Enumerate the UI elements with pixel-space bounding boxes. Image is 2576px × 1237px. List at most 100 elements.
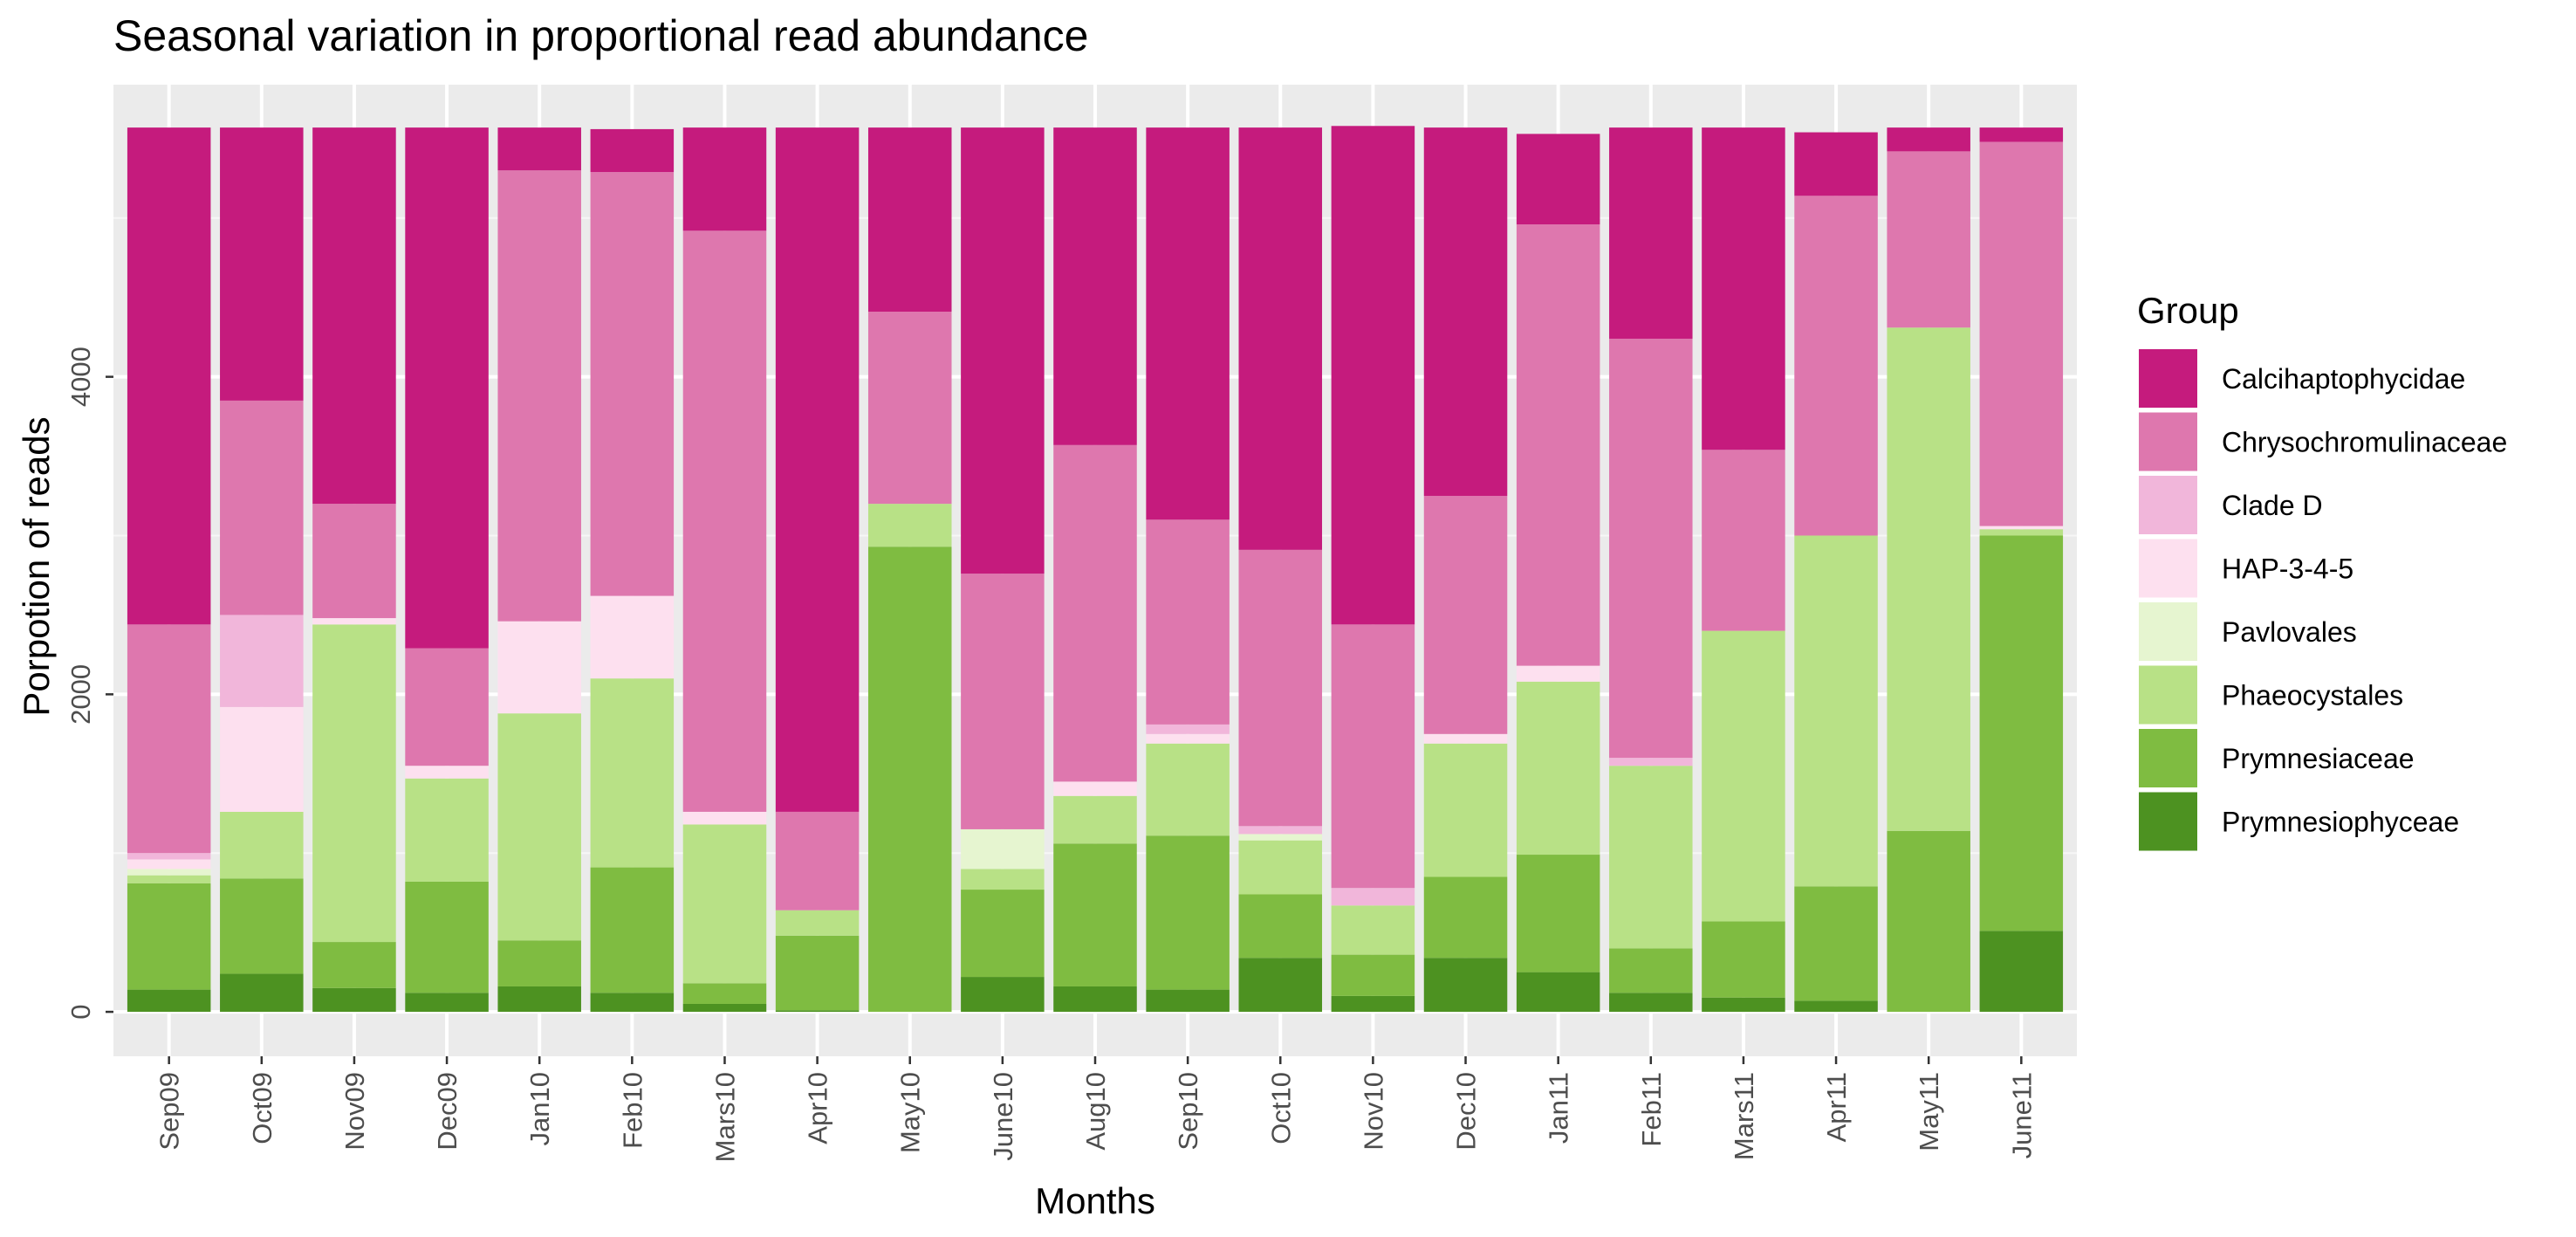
bar-segment (1238, 840, 1323, 895)
bar-segment (961, 869, 1045, 890)
bar-segment (1979, 127, 2064, 142)
bar-segment (1516, 681, 1600, 856)
bar-segment (497, 986, 581, 1013)
bar-segment (1516, 855, 1600, 972)
bar-segment (1702, 921, 1785, 998)
bar-segment (682, 1003, 767, 1013)
bar-segment (1331, 905, 1415, 955)
x-axis-title: Months (1035, 1180, 1155, 1221)
bar-segment (1887, 327, 1970, 831)
bar-segment (1979, 526, 2064, 530)
bar-segment (1331, 995, 1415, 1013)
bar-segment (1146, 989, 1230, 1013)
bar-segment (1331, 954, 1415, 996)
x-axis: Sep09 Oct09 Nov09 Dec09 Jan10 Feb10 Mars10 Apr1… (154, 1056, 2037, 1162)
bar-segment (127, 875, 211, 883)
x-tick-label: June10 (988, 1072, 1018, 1161)
bar-segment (590, 172, 675, 596)
x-tick-label: Dec10 (1451, 1072, 1482, 1151)
x-tick-label: Feb11 (1636, 1072, 1667, 1147)
bar-segment (775, 935, 860, 1011)
x-tick-label: Nov10 (1358, 1072, 1388, 1151)
bar-segment (1423, 496, 1508, 734)
legend-label: Calcihaptophycidae (2222, 363, 2465, 395)
bar-segment (312, 618, 396, 625)
bar-segment (1609, 766, 1693, 949)
bar-segment (867, 127, 952, 313)
legend-swatch (2139, 476, 2197, 534)
legend-label: HAP-3-4-5 (2222, 553, 2353, 585)
x-tick-label: June11 (2006, 1072, 2037, 1158)
bar-segment (1238, 826, 1323, 835)
y-tick-label: 0 (65, 1004, 96, 1019)
bar-segment (961, 828, 1045, 869)
bar-segment (127, 624, 211, 854)
bar-segment (1146, 724, 1230, 734)
x-tick-label: May10 (895, 1072, 926, 1153)
y-tick-label: 2000 (65, 664, 96, 725)
x-tick-label: Jan10 (524, 1072, 555, 1145)
bar-segment (1423, 958, 1508, 1013)
legend-swatch (2139, 665, 2197, 725)
bar-segment (312, 127, 396, 505)
bar-segment (1887, 127, 1970, 152)
bar-segment (1609, 338, 1693, 759)
y-axis-title: Porpotion of reads (16, 416, 57, 716)
bar-segment (1423, 876, 1508, 959)
bar-segment (1609, 758, 1693, 766)
bar-segment (405, 993, 489, 1013)
bar-segment (497, 127, 581, 171)
bar-segment (1794, 132, 1878, 196)
bar-segment (682, 127, 767, 231)
bar-segment (497, 621, 581, 714)
bar-segment (682, 983, 767, 1004)
bar-segment (1053, 986, 1137, 1013)
bar-segment (1053, 795, 1137, 844)
bar-segment (1887, 151, 1970, 328)
bar-segment (1146, 743, 1230, 836)
bar-segment (682, 811, 767, 825)
y-axis: 0 2000 4000 (65, 347, 113, 1020)
y-tick-label: 4000 (65, 347, 96, 407)
bar-segment (405, 778, 489, 882)
plot-area (113, 85, 2077, 1056)
bar-segment (1609, 948, 1693, 993)
x-tick-label: Mars10 (709, 1072, 740, 1162)
bar-segment (220, 811, 304, 879)
bar-segment (1979, 931, 2064, 1013)
legend-label: Chrysochromulinaceae (2222, 427, 2507, 458)
x-tick-label: Feb10 (617, 1072, 647, 1149)
bar-segment (961, 890, 1045, 978)
x-tick-label: Apr10 (803, 1072, 833, 1144)
bar-segment (1702, 997, 1785, 1013)
bar-segment (1053, 843, 1137, 986)
bar-segment (1053, 127, 1137, 445)
bar-segment (590, 867, 675, 993)
chart-title: Seasonal variation in proportional read … (113, 11, 1088, 60)
legend-label: Clade D (2222, 490, 2323, 521)
bar-segment (1979, 535, 2064, 931)
legend-swatch (2139, 792, 2197, 851)
bar-segment (961, 977, 1045, 1013)
legend-swatch (2139, 602, 2197, 661)
bar-segment (867, 546, 952, 1013)
bar-segment (1979, 141, 2064, 526)
bar-segment (220, 400, 304, 615)
x-tick-label: Oct09 (247, 1072, 277, 1144)
bar-segment (127, 127, 211, 625)
legend-swatch (2139, 349, 2197, 408)
bar-segment (405, 881, 489, 993)
x-tick-label: Jan11 (1544, 1072, 1574, 1144)
x-tick-label: Nov09 (339, 1072, 370, 1151)
bar-segment (312, 624, 396, 943)
bar-segment (1702, 450, 1785, 631)
bar-segment (220, 973, 304, 1013)
bar-segment (1331, 624, 1415, 889)
bar-segment (127, 859, 211, 869)
bar-segment (405, 127, 489, 649)
bar-segment (1702, 630, 1785, 922)
bar-segment (220, 127, 304, 401)
legend-title: Group (2137, 290, 2239, 331)
bar-segment (682, 824, 767, 984)
